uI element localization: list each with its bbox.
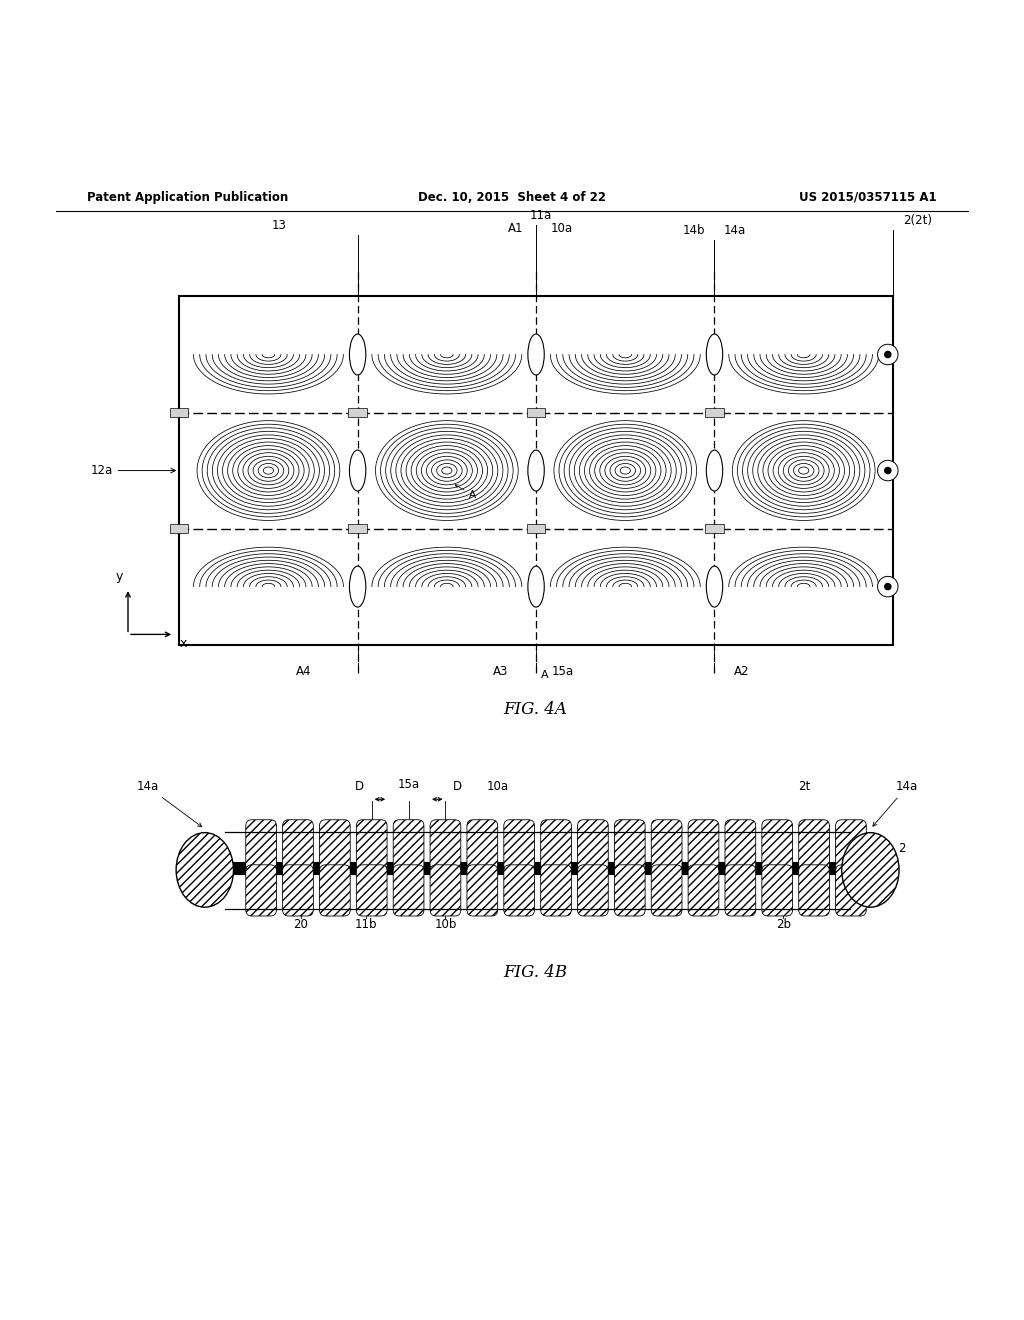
FancyBboxPatch shape <box>430 865 461 916</box>
FancyBboxPatch shape <box>356 865 387 916</box>
Text: A: A <box>541 671 549 680</box>
Text: FIG. 4B: FIG. 4B <box>504 964 567 981</box>
Bar <box>706 524 724 533</box>
Text: 14a: 14a <box>724 224 746 238</box>
Circle shape <box>885 583 891 590</box>
Text: A1: A1 <box>508 222 523 235</box>
Text: D: D <box>454 780 462 793</box>
FancyBboxPatch shape <box>725 820 756 871</box>
Text: A2: A2 <box>733 665 749 678</box>
FancyBboxPatch shape <box>467 820 498 871</box>
Ellipse shape <box>707 450 723 491</box>
FancyBboxPatch shape <box>319 820 350 871</box>
Bar <box>179 297 893 644</box>
Text: 10a: 10a <box>551 222 572 235</box>
FancyBboxPatch shape <box>614 820 645 871</box>
Ellipse shape <box>349 566 366 607</box>
Text: 10b: 10b <box>434 917 457 931</box>
Text: 15a: 15a <box>397 777 420 791</box>
Bar <box>170 524 188 533</box>
FancyBboxPatch shape <box>319 865 350 916</box>
Text: x: x <box>179 638 186 651</box>
Circle shape <box>878 577 898 597</box>
Ellipse shape <box>176 833 233 907</box>
Bar <box>189 862 886 874</box>
Ellipse shape <box>528 566 545 607</box>
FancyBboxPatch shape <box>725 865 756 916</box>
Text: 20: 20 <box>294 917 308 931</box>
Text: 2b: 2b <box>776 917 791 931</box>
Circle shape <box>885 351 891 358</box>
Text: 2: 2 <box>877 842 905 867</box>
Text: 13: 13 <box>271 219 286 232</box>
FancyBboxPatch shape <box>541 865 571 916</box>
Text: 12a: 12a <box>90 465 175 477</box>
Text: FIG. 4A: FIG. 4A <box>504 701 567 718</box>
FancyBboxPatch shape <box>578 820 608 871</box>
Circle shape <box>885 467 891 474</box>
Text: 15a: 15a <box>552 665 573 678</box>
FancyBboxPatch shape <box>836 820 866 871</box>
Text: Dec. 10, 2015  Sheet 4 of 22: Dec. 10, 2015 Sheet 4 of 22 <box>418 190 606 203</box>
Bar <box>170 408 188 417</box>
Text: D: D <box>355 780 364 793</box>
FancyBboxPatch shape <box>541 820 571 871</box>
Text: US 2015/0357115 A1: US 2015/0357115 A1 <box>800 190 937 203</box>
Text: 10a: 10a <box>486 780 509 793</box>
Text: A: A <box>455 484 476 500</box>
FancyBboxPatch shape <box>799 865 829 916</box>
Text: y: y <box>116 570 123 583</box>
Bar <box>706 408 724 417</box>
FancyBboxPatch shape <box>688 820 719 871</box>
Bar <box>527 524 546 533</box>
FancyBboxPatch shape <box>283 865 313 916</box>
FancyBboxPatch shape <box>356 820 387 871</box>
FancyBboxPatch shape <box>467 865 498 916</box>
FancyBboxPatch shape <box>651 820 682 871</box>
Text: 14b: 14b <box>683 224 706 238</box>
Ellipse shape <box>707 566 723 607</box>
Ellipse shape <box>349 450 366 491</box>
FancyBboxPatch shape <box>762 820 793 871</box>
Bar <box>348 408 367 417</box>
Ellipse shape <box>707 334 723 375</box>
FancyBboxPatch shape <box>246 820 276 871</box>
Ellipse shape <box>842 833 899 907</box>
Text: 11a: 11a <box>530 209 552 222</box>
Text: 14a: 14a <box>872 780 919 826</box>
FancyBboxPatch shape <box>504 865 535 916</box>
FancyBboxPatch shape <box>430 820 461 871</box>
FancyBboxPatch shape <box>614 865 645 916</box>
FancyBboxPatch shape <box>578 865 608 916</box>
Text: 11b: 11b <box>354 917 377 931</box>
Bar <box>348 524 367 533</box>
Circle shape <box>878 345 898 364</box>
FancyBboxPatch shape <box>246 865 276 916</box>
Ellipse shape <box>528 334 545 375</box>
Text: A3: A3 <box>493 665 508 678</box>
Circle shape <box>878 461 898 480</box>
Bar <box>527 408 546 417</box>
FancyBboxPatch shape <box>762 865 793 916</box>
FancyBboxPatch shape <box>393 865 424 916</box>
FancyBboxPatch shape <box>799 820 829 871</box>
FancyBboxPatch shape <box>393 820 424 871</box>
Text: 14a: 14a <box>136 780 202 826</box>
FancyBboxPatch shape <box>836 865 866 916</box>
Text: A4: A4 <box>296 665 312 678</box>
Ellipse shape <box>349 334 366 375</box>
Text: Patent Application Publication: Patent Application Publication <box>87 190 289 203</box>
Bar <box>179 297 893 644</box>
FancyBboxPatch shape <box>651 865 682 916</box>
Text: 2(2t): 2(2t) <box>903 214 932 227</box>
FancyBboxPatch shape <box>504 820 535 871</box>
FancyBboxPatch shape <box>688 865 719 916</box>
FancyBboxPatch shape <box>283 820 313 871</box>
Text: 2t: 2t <box>798 780 810 793</box>
Ellipse shape <box>528 450 545 491</box>
